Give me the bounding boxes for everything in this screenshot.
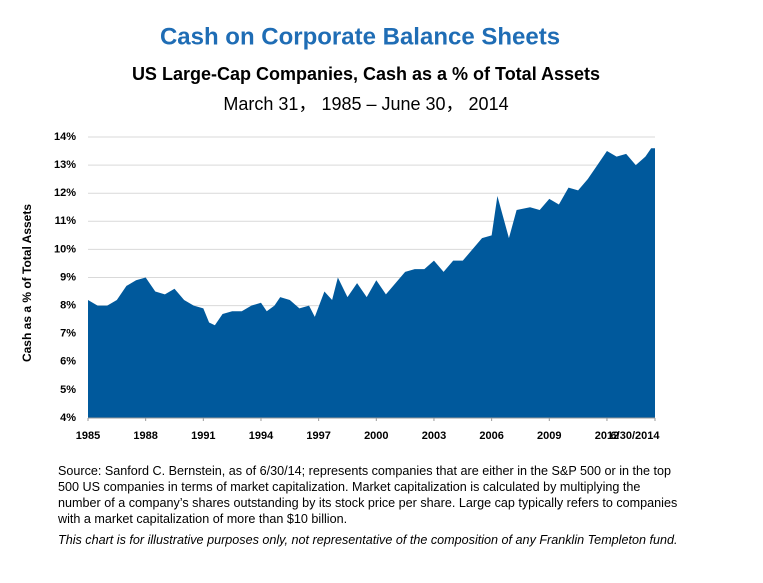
y-tick-label: 8% — [60, 300, 76, 312]
x-tick-label: 2012 — [595, 430, 619, 442]
y-tick-label: 5% — [60, 384, 76, 396]
x-tick-label: 2003 — [422, 430, 446, 442]
y-tick-label: 13% — [54, 159, 76, 171]
x-tick-label: 2006 — [479, 430, 503, 442]
x-tick-label: 1985 — [76, 430, 100, 442]
y-tick-label: 12% — [54, 187, 76, 199]
x-tick-label: 1988 — [133, 430, 157, 442]
chart: Cash on Corporate Balance Sheets US Larg… — [20, 23, 661, 442]
y-tick-label: 4% — [60, 412, 76, 424]
source-note: Source: Sanford C. Bernstein, as of 6/30… — [58, 464, 678, 526]
x-tick-label: 1991 — [191, 430, 215, 442]
chart-subtitle: US Large-Cap Companies, Cash as a % of T… — [132, 64, 600, 84]
x-tick-label: 2000 — [364, 430, 388, 442]
y-tick-label: 14% — [54, 131, 76, 143]
x-tick-label: 2009 — [537, 430, 561, 442]
x-tick-label: 1997 — [306, 430, 330, 442]
y-tick-label: 6% — [60, 356, 76, 368]
chart-title: Cash on Corporate Balance Sheets — [160, 23, 560, 50]
y-tick-label: 7% — [60, 328, 76, 340]
date-range: March 31， 1985 – June 30， 2014 — [223, 94, 508, 114]
disclaimer: This chart is for illustrative purposes … — [58, 533, 678, 547]
y-tick-label: 11% — [55, 215, 77, 227]
y-tick-label: 9% — [60, 271, 76, 283]
x-tick-label: 1994 — [249, 430, 274, 442]
x-tick-label: 6/30/2014 — [611, 430, 661, 442]
y-tick-label: 10% — [54, 243, 76, 255]
area — [88, 148, 655, 419]
y-axis-label: Cash as a % of Total Assets — [20, 204, 34, 362]
